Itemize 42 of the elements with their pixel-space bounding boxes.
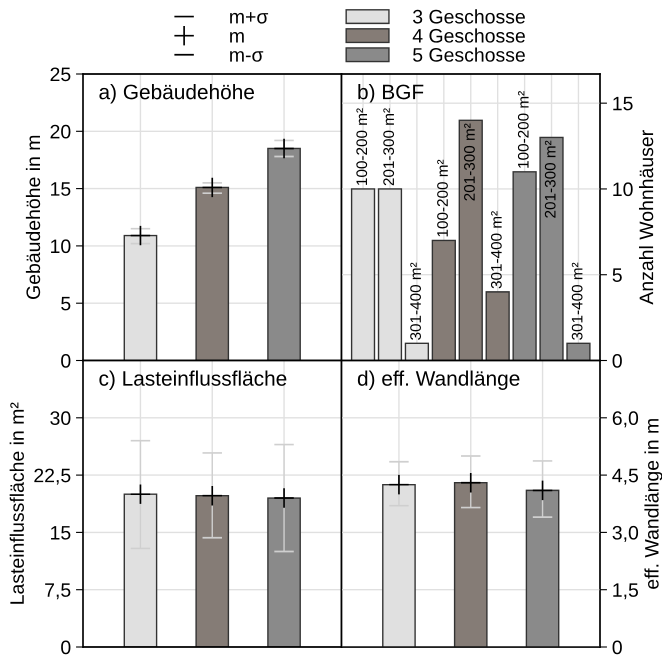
y2-tick-label: 0: [612, 640, 622, 654]
x-tick-label: 201-300 m²: [464, 123, 475, 201]
legend-label: 4 Geschosse: [412, 28, 525, 43]
y-axis-title: Gebäudehöhe in m: [26, 136, 40, 299]
chart-title: a) Gebäudehöhe: [99, 84, 254, 104]
x-tick-label: 100-200 m²: [356, 108, 368, 185]
text: m+σ: [230, 12, 268, 24]
x-tick-label: 301-400 m²: [572, 262, 583, 340]
y-tick-label: 30: [50, 411, 70, 426]
legend-label: m: [230, 32, 244, 42]
y-axis-title: Lasteinflussfläche in m²: [10, 402, 24, 604]
y-tick-label: 10: [51, 239, 70, 254]
y-tick-label: 5: [61, 296, 70, 310]
y2-tick-label: 3,0: [612, 526, 638, 542]
x-tick-label: 201-300 m²: [383, 108, 394, 186]
y2-tick-label: 15: [613, 96, 633, 110]
y-tick-label: 7,5: [45, 583, 70, 600]
legend-label: 5 Geschosse: [413, 47, 525, 62]
y-tick-label: 20: [50, 124, 70, 139]
chart-title: c) Lasteinflussfläche: [99, 370, 286, 390]
y-tick-label: 0: [61, 640, 70, 654]
y2-tick-label: 6,0: [612, 411, 638, 428]
y2-tick-label: 1,5: [613, 583, 638, 600]
y-tick-label: 22,5: [34, 468, 70, 485]
y2-tick-label: 5: [612, 268, 622, 282]
chart-title: b) BGF: [358, 84, 424, 104]
x-tick-label: 100-200 m²: [518, 91, 529, 168]
x-tick-label: 301-400 m²: [410, 262, 421, 340]
y-tick-label: 15: [51, 182, 70, 196]
y2-tick-label: 0: [612, 354, 622, 368]
text: m-σ: [230, 51, 264, 62]
legend-label: 3 Geschosse: [413, 9, 525, 24]
chart-title: d) eff. Wandlänge: [358, 370, 520, 390]
y2-tick-label: 10: [613, 182, 633, 196]
y2-tick-label: 4,5: [612, 468, 638, 485]
y-tick-label: 25: [50, 67, 70, 82]
x-tick-label: 100-200 m²: [437, 160, 448, 236]
y2-axis-title: Anzahl Wohnhäuser: [638, 130, 654, 305]
y-tick-label: 15: [51, 526, 70, 540]
y-tick-label: 0: [61, 354, 70, 368]
x-tick-label: 201-300 m²: [544, 140, 556, 218]
x-tick-label: 301-400 m²: [490, 211, 502, 288]
